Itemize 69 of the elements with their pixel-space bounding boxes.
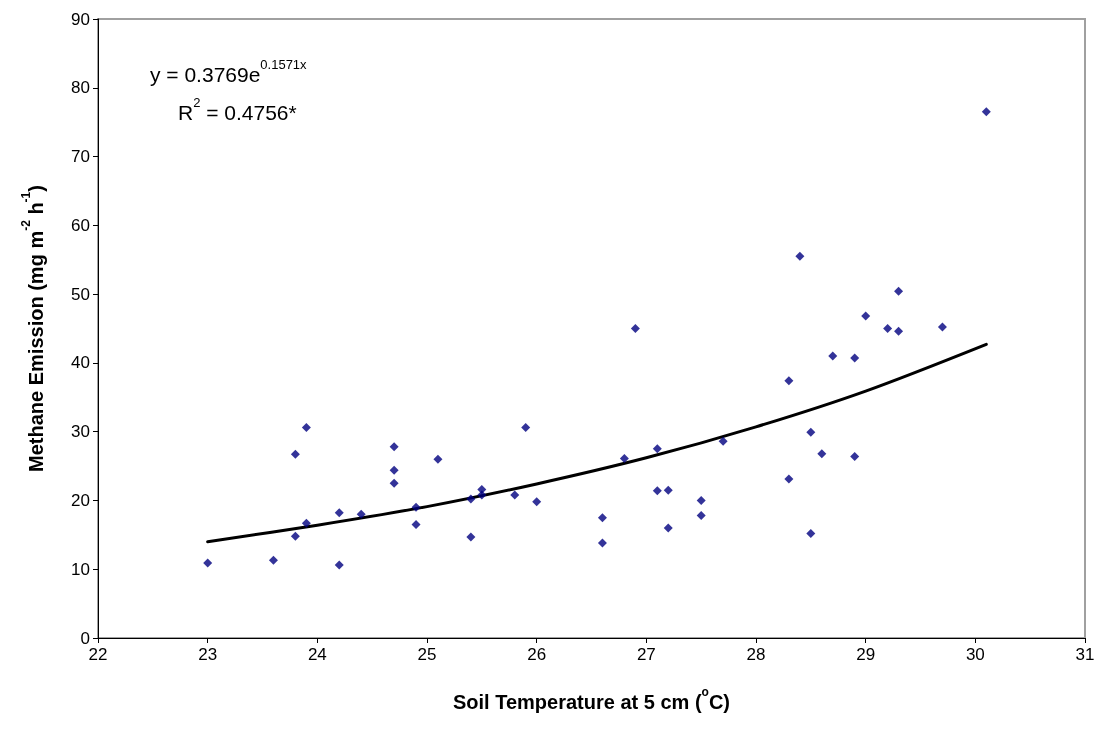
point [597, 513, 607, 523]
point [532, 497, 542, 507]
x-tick-label: 22 [88, 645, 108, 664]
point [663, 485, 673, 495]
point [411, 502, 421, 512]
point [597, 538, 607, 548]
point [795, 251, 805, 261]
point [290, 531, 300, 541]
point [981, 107, 991, 117]
point [806, 528, 816, 538]
point [784, 474, 794, 484]
point [663, 523, 673, 533]
point [630, 324, 640, 333]
point [619, 453, 629, 463]
x-tick-label: 30 [965, 645, 985, 664]
x-tick-label: 24 [307, 645, 327, 664]
point [718, 436, 728, 446]
point [894, 286, 904, 296]
x-tick-label: 27 [636, 645, 656, 664]
y-tick-label: 10 [71, 559, 90, 579]
point [828, 351, 838, 361]
y-tick-label: 20 [71, 490, 90, 510]
x-tick-label: 29 [856, 645, 876, 664]
point [784, 376, 794, 386]
point [861, 311, 871, 321]
point [389, 465, 399, 475]
point [466, 494, 476, 504]
point [652, 444, 662, 454]
y-tick-label: 70 [71, 147, 90, 167]
point [696, 511, 706, 521]
point [477, 490, 487, 500]
y-axis-title: Methane Emission (mg m-2 h-1) [19, 185, 47, 472]
point [850, 353, 860, 363]
point [389, 478, 399, 488]
point [334, 508, 344, 518]
point [389, 442, 399, 452]
y-tick-label: 80 [71, 78, 90, 98]
point [411, 520, 421, 530]
x-tick-label: 26 [527, 645, 547, 664]
point [466, 532, 476, 542]
point [521, 423, 531, 433]
point [696, 495, 706, 505]
point [817, 449, 827, 459]
point [334, 560, 344, 570]
point [850, 451, 860, 461]
point [433, 454, 443, 464]
point [652, 486, 662, 496]
x-tick-label: 31 [1075, 645, 1095, 664]
point [301, 423, 311, 433]
line-series [206, 342, 988, 544]
x-tick-label: 25 [417, 645, 437, 664]
y-tick-label: 30 [71, 422, 90, 442]
x-tick-label: 28 [746, 645, 766, 664]
point [894, 326, 904, 336]
y-tick-label: 60 [71, 215, 90, 235]
x-tick-label: 23 [198, 645, 218, 664]
point [806, 427, 816, 437]
point [883, 324, 893, 333]
y-tick-label: 40 [71, 353, 90, 373]
point [290, 449, 300, 459]
point [510, 490, 520, 500]
point [203, 558, 213, 568]
point [937, 322, 947, 332]
y-tick-label: 90 [71, 9, 90, 29]
point [268, 555, 278, 565]
y-tick-label: 0 [80, 628, 90, 648]
y-tick-label: 50 [71, 284, 90, 304]
point [301, 518, 311, 528]
point [356, 509, 366, 519]
